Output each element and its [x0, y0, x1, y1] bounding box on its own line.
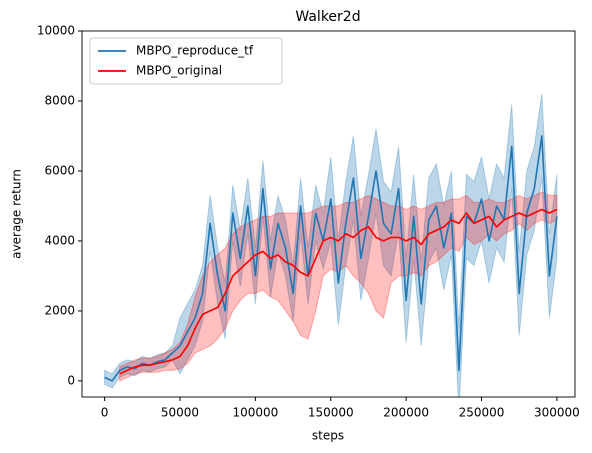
x-tick-label: 200000 — [383, 406, 429, 420]
y-tick-label: 4000 — [44, 233, 75, 247]
x-tick-label: 300000 — [534, 406, 580, 420]
legend-label: MBPO_reproduce_tf — [136, 44, 254, 58]
x-tick-label: 250000 — [459, 406, 505, 420]
x-tick-label: 0 — [101, 406, 109, 420]
x-tick-label: 100000 — [232, 406, 278, 420]
legend-box — [89, 37, 283, 85]
x-tick-label: 150000 — [308, 406, 354, 420]
series-line — [104, 135, 558, 382]
y-tick-label: 0 — [67, 373, 75, 387]
plot-area — [104, 93, 558, 397]
x-axis-label: steps — [312, 429, 344, 443]
y-tick-label: 6000 — [44, 163, 75, 177]
series-line — [119, 208, 558, 375]
legend-label: MBPO_original — [136, 64, 222, 78]
x-tick-label: 50000 — [161, 406, 199, 420]
y-axis-label: average return — [10, 169, 24, 259]
chart-title: Walker2d — [295, 9, 360, 25]
confidence-band — [104, 93, 558, 397]
y-tick-label: 8000 — [44, 93, 75, 107]
y-tick-label: 10000 — [37, 24, 75, 38]
axes-frame — [81, 30, 576, 398]
y-tick-label: 2000 — [44, 303, 75, 317]
